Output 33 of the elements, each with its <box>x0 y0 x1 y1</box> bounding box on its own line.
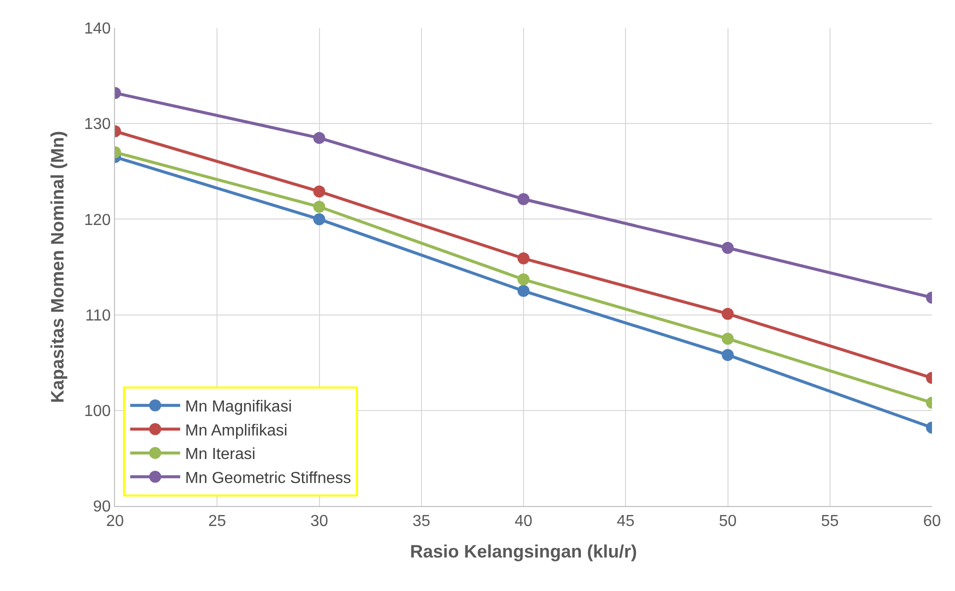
point <box>722 332 734 345</box>
point <box>518 273 530 286</box>
legend-label: Mn Iterasi <box>185 446 256 464</box>
x-axis-title: Rasio Kelangsingan (klu/r) <box>410 541 638 562</box>
y-tick-label: 120 <box>84 212 111 229</box>
x-tick-label: 60 <box>923 513 941 530</box>
x-tick-label: 45 <box>616 513 635 530</box>
point <box>722 242 734 254</box>
y-tick-label: 140 <box>84 20 111 38</box>
x-tick-label: 30 <box>310 513 328 530</box>
legend-label: Mn Geometric Stiffness <box>185 470 352 487</box>
point <box>518 284 530 297</box>
x-tick-label: 55 <box>820 513 839 530</box>
y-tick-label: 90 <box>93 498 111 516</box>
point <box>722 308 734 320</box>
point <box>518 252 530 264</box>
point <box>518 193 530 206</box>
point <box>313 132 326 144</box>
legend-label: Mn Amplifikasi <box>185 422 288 440</box>
point <box>313 213 326 226</box>
point <box>313 200 326 213</box>
legend-label: Mn Magnifikasi <box>185 398 292 416</box>
x-tick-label: 25 <box>208 513 226 530</box>
x-tick-label: 35 <box>412 513 430 530</box>
x-tick-label: 20 <box>106 513 124 530</box>
x-tick-label: 50 <box>718 513 737 530</box>
point <box>722 348 734 361</box>
y-tick-label: 100 <box>84 403 111 420</box>
y-axis-title: Kapasitas Momen Nominal (Mn) <box>47 130 68 404</box>
y-tick-label: 130 <box>84 116 111 134</box>
point <box>313 185 326 198</box>
y-tick-label: 110 <box>85 307 111 324</box>
x-tick-label: 40 <box>514 513 532 530</box>
